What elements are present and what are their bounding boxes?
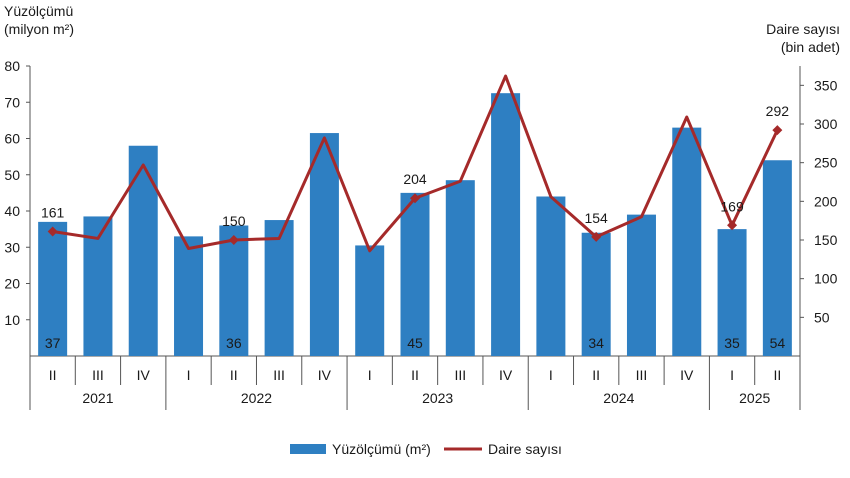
bar-data-label: 36 <box>226 335 242 351</box>
bar <box>400 192 430 356</box>
bar <box>717 229 747 356</box>
line-data-label: 154 <box>584 210 608 226</box>
bar-data-label: 37 <box>45 335 61 351</box>
y-tick-label-left: 30 <box>4 239 20 255</box>
legend: Yüzölçümü (m²) Daire sayısı <box>290 441 562 457</box>
y-axis-title-left: Yüzölçümü <box>4 3 73 19</box>
line-marker <box>228 235 239 245</box>
x-tick-label: IV <box>499 367 513 383</box>
bar <box>581 232 611 356</box>
x-tick-label: II <box>49 367 57 383</box>
bar <box>762 160 792 356</box>
x-tick-label: I <box>187 367 191 383</box>
y-tick-label-right: 300 <box>814 116 838 132</box>
bar-data-label: 45 <box>407 335 423 351</box>
x-tick-label: II <box>230 367 238 383</box>
y-axis-title-left: (milyon m²) <box>4 21 74 37</box>
y-tick-label-right: 200 <box>814 193 838 209</box>
y-tick-label-left: 20 <box>4 276 20 292</box>
line-data-label: 204 <box>403 171 427 187</box>
bar <box>174 236 204 356</box>
y-tick-label-left: 60 <box>4 131 20 147</box>
line-marker <box>772 125 783 136</box>
bar-data-label: 35 <box>724 335 740 351</box>
x-tick-label: II <box>411 367 419 383</box>
y-tick-label-right: 250 <box>814 155 838 171</box>
line-marker <box>727 220 738 231</box>
axes: 10 20 30 40 50 60 70 80 50 100 150 200 250 300 350 Yüzö… <box>4 3 840 410</box>
bar <box>536 196 566 356</box>
legend-label-bar: Yüzölçümü (m²) <box>332 441 431 457</box>
line-data-label: 169 <box>720 198 744 214</box>
bar-data-label: 34 <box>588 335 604 351</box>
y-tick-label-left: 80 <box>4 58 20 74</box>
y-tick-label-right: 100 <box>814 271 838 287</box>
y-tick-label-left: 10 <box>4 312 20 328</box>
line-marker <box>47 226 58 237</box>
x-tick-label: I <box>368 367 372 383</box>
bar <box>445 180 475 356</box>
line-marker <box>591 231 602 242</box>
y-tick-label-right: 50 <box>814 309 830 325</box>
bar <box>491 93 521 356</box>
x-tick-label: IV <box>137 367 151 383</box>
year-label: 2024 <box>603 390 634 406</box>
line-data-label: 150 <box>222 213 246 229</box>
line-data-label: 161 <box>41 204 65 220</box>
year-label: 2023 <box>422 390 453 406</box>
year-label: 2022 <box>241 390 272 406</box>
bar <box>309 133 339 356</box>
bar-data-label: 54 <box>770 335 786 351</box>
y-tick-label-right: 350 <box>814 77 838 93</box>
y-axis-title-right: Daire sayısı <box>766 21 840 37</box>
y-axis-title-right: (bin adet) <box>781 39 840 55</box>
bar <box>626 214 656 356</box>
x-tick-label: III <box>454 367 466 383</box>
x-tick-label: III <box>92 367 104 383</box>
line-marker <box>410 193 420 204</box>
y-tick-label-right: 150 <box>814 232 838 248</box>
x-tick-label: II <box>773 367 781 383</box>
x-tick-label: III <box>273 367 285 383</box>
legend-label-line: Daire sayısı <box>488 441 562 457</box>
y-tick-label-left: 50 <box>4 167 20 183</box>
bar <box>219 225 249 356</box>
line-data-label: 292 <box>766 103 790 119</box>
bar <box>128 145 158 356</box>
x-tick-label: I <box>549 367 553 383</box>
bar <box>355 245 385 356</box>
y-tick-label-left: 70 <box>4 94 20 110</box>
bars <box>38 93 792 356</box>
x-tick-label: IV <box>680 367 694 383</box>
bar <box>672 127 702 356</box>
year-label: 2025 <box>739 390 770 406</box>
bar <box>264 220 294 356</box>
year-label: 2021 <box>82 390 113 406</box>
data-labels: 37 36 45 34 35 54 161 150 204 154 169 292 <box>41 103 789 351</box>
line-series <box>47 74 783 253</box>
x-tick-label: II <box>592 367 600 383</box>
x-tick-label: III <box>636 367 648 383</box>
y-tick-label-left: 40 <box>4 203 20 219</box>
x-tick-label: IV <box>318 367 332 383</box>
x-tick-label: I <box>730 367 734 383</box>
bar <box>38 221 68 356</box>
legend-swatch-bar <box>290 444 326 454</box>
